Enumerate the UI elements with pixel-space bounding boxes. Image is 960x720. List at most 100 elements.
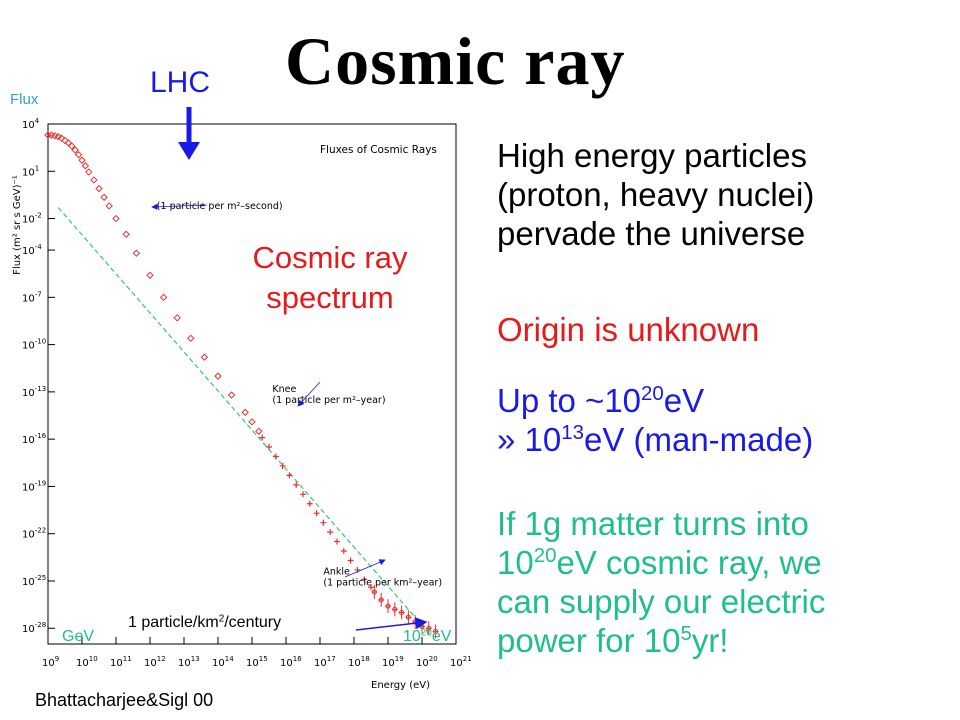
data-point-diamond: [214, 372, 222, 380]
x-tick-label: 1020: [416, 655, 438, 669]
data-point-diamond: [95, 184, 103, 193]
data-point-cross: [272, 453, 279, 460]
y-tick-label: 10-4: [22, 243, 42, 257]
data-point-cross: [266, 444, 272, 451]
slide-title: Cosmic ray: [285, 23, 626, 99]
annotation-arrow: [297, 381, 321, 407]
data-point-cross: [334, 538, 340, 545]
e20-label: 1020eV: [403, 627, 452, 645]
x-tick-label: 1013: [178, 655, 200, 669]
data-point-diamond: [57, 134, 66, 142]
annotation-arrow: [344, 559, 386, 578]
chart-title: Fluxes of Cosmic Rays: [320, 144, 437, 156]
data-point-diamond: [122, 230, 130, 239]
y-tick-label: 10-22: [22, 527, 46, 541]
chart-annotation: Ankle: [323, 567, 350, 578]
y-tick-label: 10-2: [22, 212, 42, 226]
data-point-diamond: [81, 162, 90, 170]
data-point-diamond: [54, 132, 62, 141]
data-point-cross: [259, 434, 266, 441]
data-point-diamond: [173, 314, 181, 322]
x-tick-label: 1012: [144, 655, 166, 669]
chart-y-label: Flux (m² sr s GeV)⁻¹: [12, 175, 23, 275]
flux-axis-label: Flux: [10, 91, 39, 108]
cosmic-ray-spectrum-chart: 109 1010 1011 1012 1013 1014 1015 1016 1017 1018 1…: [12, 107, 472, 691]
chart-x-label: Energy (eV): [371, 680, 430, 691]
data-point-diamond: [74, 151, 83, 159]
data-point-errorbar-marker: [378, 597, 384, 603]
reference-line: [57, 207, 430, 634]
data-point-diamond: [146, 271, 154, 279]
data-point-diamond: [227, 391, 236, 399]
data-point-errorbar-marker: [433, 628, 439, 634]
data-point-cross: [306, 500, 313, 507]
x-tick-label: 109: [42, 655, 59, 669]
x-tick-label: 1019: [382, 655, 404, 669]
data-point-diamond: [112, 214, 120, 223]
data-point-cross: [300, 491, 306, 498]
data-point-diamond: [100, 193, 108, 201]
x-tick-label: 1011: [110, 655, 132, 669]
chart-annotation: (1 particle per km²–year): [323, 578, 442, 589]
y-tick-label: 10-13: [22, 385, 46, 399]
y-tick-label: 104: [22, 117, 40, 131]
data-point-diamond: [68, 142, 76, 150]
data-point-diamond: [71, 146, 79, 154]
data-point-diamond: [255, 427, 263, 435]
data-point-cross: [286, 472, 293, 479]
y-tick-label: 10-25: [22, 574, 46, 588]
x-tick-label: 1017: [314, 655, 336, 669]
data-point-diamond: [132, 249, 141, 257]
data-point-diamond: [61, 136, 69, 145]
data-point-diamond: [90, 176, 98, 184]
data-point-errorbar-marker: [405, 614, 411, 620]
data-point-diamond: [248, 418, 256, 426]
chart-annotation: Knee: [272, 384, 296, 395]
energy-paragraph: Up to ~1020eV » 1013eV (man-made): [497, 382, 814, 458]
data-point-errorbar-marker: [399, 609, 405, 615]
data-point-diamond: [187, 334, 195, 343]
x-tick-label: 1014: [212, 655, 234, 669]
data-point-diamond: [85, 168, 93, 176]
y-tick-label: 101: [22, 164, 39, 178]
x-tick-label: 1015: [246, 655, 268, 669]
data-point-diamond: [78, 156, 86, 164]
x-tick-label: 1018: [348, 655, 370, 669]
annotation-arrow: [151, 203, 208, 210]
chart-annotation: (1 particle per m²–second): [157, 201, 283, 212]
data-point-cross: [327, 529, 334, 536]
data-point-errorbar-marker: [385, 603, 391, 609]
data-point-cross: [320, 519, 327, 526]
data-point-cross: [347, 557, 354, 564]
data-point-diamond: [159, 293, 168, 302]
data-point-cross: [368, 584, 374, 591]
spectrum-label: Cosmic ray spectrum: [252, 240, 408, 316]
origin-paragraph: Origin is unknown: [497, 311, 760, 348]
chart-annotation: (1 particle per m²–year): [272, 395, 385, 406]
y-tick-label: 10-16: [22, 432, 47, 446]
matter-paragraph: If 1g matter turns into 1020eV cosmic ra…: [497, 505, 826, 659]
data-point-cross: [340, 548, 347, 555]
data-point-diamond: [105, 202, 113, 210]
gev-label: GeV: [62, 628, 95, 645]
credit: Bhattacharjee&Sigl 00: [35, 690, 214, 710]
x-tick-label: 1016: [280, 655, 302, 669]
y-tick-label: 10-19: [22, 479, 46, 493]
x-tick-label: 1010: [76, 655, 98, 669]
data-point-cross: [313, 510, 320, 517]
x-tick-label: 1021: [450, 655, 472, 669]
century-arrow: [355, 617, 428, 631]
data-point-errorbar-marker: [392, 606, 398, 612]
lhc-label: LHC: [150, 66, 211, 99]
century-label: 1 particle/km2/century: [128, 613, 282, 631]
y-tick-label: 10-28: [22, 621, 46, 635]
lhc-arrow-head: [178, 142, 200, 160]
data-point-cross: [293, 481, 300, 488]
y-tick-label: 10-10: [22, 338, 46, 352]
data-point-diamond: [200, 353, 209, 361]
data-point-errorbar-marker: [371, 589, 377, 595]
y-tick-label: 10-7: [22, 290, 42, 304]
data-point-diamond: [241, 408, 249, 417]
data-point-cross: [361, 576, 368, 583]
intro-paragraph: High energy particles (proton, heavy nuc…: [497, 137, 815, 252]
